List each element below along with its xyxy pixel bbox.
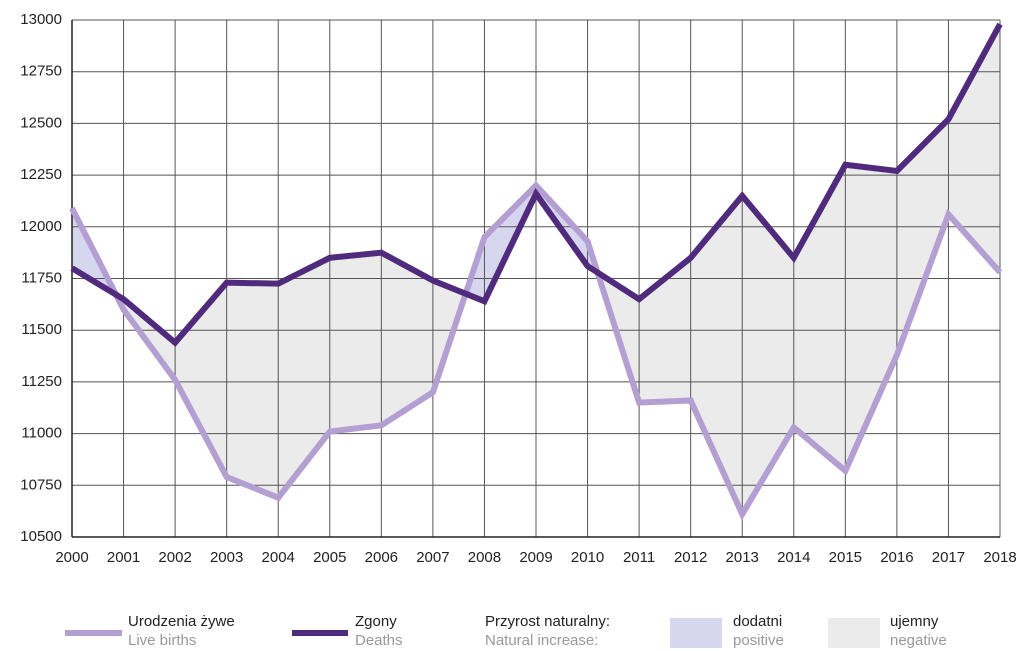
y-tick-label: 10750 <box>20 476 62 493</box>
x-tick-label: 2009 <box>519 549 552 566</box>
x-tick-label: 2002 <box>158 549 191 566</box>
x-tick-label: 2011 <box>623 549 655 566</box>
area-fill <box>690 195 743 515</box>
legend-swatch <box>670 618 722 648</box>
x-tick-label: 2012 <box>674 549 707 566</box>
x-tick-label: 2007 <box>416 549 449 566</box>
legend-title: Przyrost naturalny: <box>485 613 610 630</box>
y-tick-label: 11750 <box>21 269 62 286</box>
legend-subtitle: Natural increase: <box>485 632 598 649</box>
x-tick-label: 2008 <box>468 549 501 566</box>
y-tick-label: 10500 <box>20 528 62 545</box>
area-fill <box>226 282 279 498</box>
x-tick-label: 2000 <box>55 549 88 566</box>
area-fill <box>793 164 846 471</box>
area-fill <box>845 164 897 471</box>
x-tick-label: 2003 <box>210 549 243 566</box>
x-tick-label: 2006 <box>365 549 398 566</box>
y-tick-label: 11000 <box>21 425 62 442</box>
x-tick-label: 2016 <box>880 549 913 566</box>
series-line <box>70 22 1003 347</box>
x-tick-label: 2013 <box>726 549 759 566</box>
y-tick-label: 12750 <box>20 63 62 80</box>
legend-swatch <box>828 618 880 648</box>
x-tick-label: 2004 <box>262 549 295 566</box>
grid: 10500 10750 11000 11250 11500 11750 12000 12250… <box>20 11 1016 566</box>
x-tick-label: 2005 <box>313 549 346 566</box>
legend: Urodzenia żywe Live births Zgony Deaths … <box>65 613 947 649</box>
y-tick-label: 11250 <box>21 373 62 390</box>
y-tick-label: 11500 <box>21 321 62 338</box>
area-fill <box>278 257 330 498</box>
area-fill <box>742 195 794 515</box>
legend-label: Zgony <box>355 613 397 630</box>
x-tick-label: 2018 <box>983 549 1016 566</box>
legend-sublabel: Live births <box>128 632 196 649</box>
legend-sublabel: negative <box>890 632 947 649</box>
series-line <box>69 181 1003 521</box>
legend-label: dodatni <box>733 613 782 630</box>
x-tick-label: 2014 <box>777 549 810 566</box>
lines <box>69 22 1003 521</box>
area-fill <box>896 119 949 356</box>
x-tick-label: 2001 <box>107 549 140 566</box>
x-tick-label: 2017 <box>932 549 965 566</box>
legend-label: ujemny <box>890 613 939 630</box>
y-tick-label: 12250 <box>20 166 62 183</box>
y-tick-label: 13000 <box>20 11 62 28</box>
y-tick-label: 12000 <box>20 218 62 235</box>
x-tick-label: 2010 <box>571 549 604 566</box>
area-fill <box>329 252 382 432</box>
y-tick-label: 12500 <box>20 114 62 131</box>
legend-label: Urodzenia żywe <box>128 613 235 630</box>
x-tick-label: 2015 <box>829 549 862 566</box>
legend-sublabel: positive <box>733 632 784 649</box>
legend-sublabel: Deaths <box>355 632 403 649</box>
area-fill <box>948 24 1000 273</box>
